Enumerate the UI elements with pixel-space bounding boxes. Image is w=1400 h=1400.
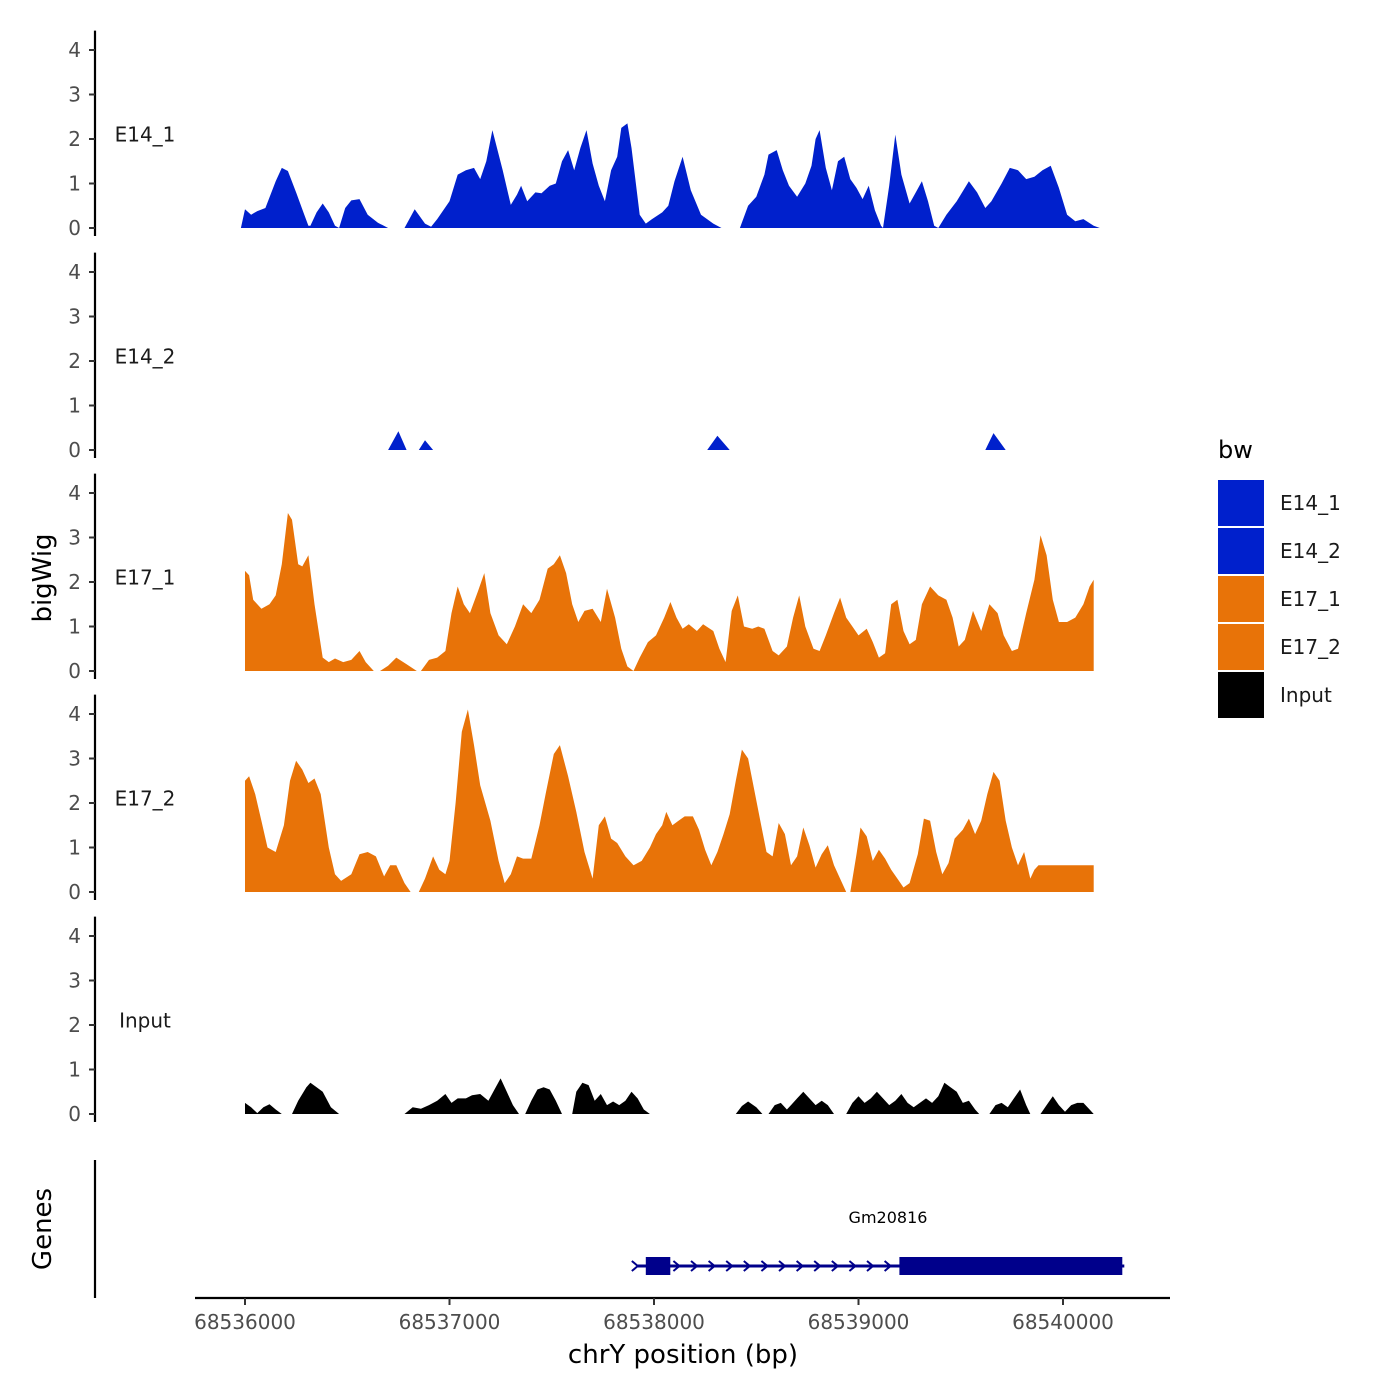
y-tick-label: 0 bbox=[68, 1102, 81, 1126]
track-Input: 0 1 2 3 4 Input bbox=[68, 916, 1094, 1126]
genes-track-label: Genes bbox=[28, 1188, 58, 1270]
strand-chevron bbox=[831, 1260, 840, 1272]
y-tick-label: 1 bbox=[68, 836, 81, 860]
legend-label-E17_1: E17_1 bbox=[1280, 587, 1341, 611]
y-axis-title: bigWig bbox=[28, 533, 58, 622]
y-tick-label: 0 bbox=[68, 438, 81, 462]
tracks-layer: 0 1 2 3 4 E14_1 0 1 2 3 4 E14_2 0 1 2 3 4 E17_1 0 1 2 3 4 E17_2… bbox=[68, 30, 1100, 1126]
track-label: Input bbox=[119, 1009, 171, 1033]
signal-area-E14_2 bbox=[388, 431, 1006, 450]
y-tick-label: 3 bbox=[68, 747, 81, 771]
x-tick-label: 68540000 bbox=[1012, 1310, 1114, 1334]
y-tick-label: 1 bbox=[68, 172, 81, 196]
strand-chevron bbox=[795, 1260, 805, 1272]
strand-chevron bbox=[760, 1260, 769, 1272]
legend-swatch-E17_2 bbox=[1218, 624, 1264, 670]
y-tick-label: 1 bbox=[68, 394, 81, 418]
genes-layer: Genes Gm20816 bbox=[28, 1160, 1125, 1298]
x-tick-label: 68539000 bbox=[808, 1310, 910, 1334]
legend-swatch-E14_2 bbox=[1218, 528, 1264, 574]
legend-label-E14_2: E14_2 bbox=[1280, 539, 1341, 563]
legend-swatch-E14_1 bbox=[1218, 480, 1264, 526]
y-tick-label: 2 bbox=[68, 1013, 81, 1037]
track-label: E14_1 bbox=[115, 123, 176, 147]
x-axis-title: chrY position (bp) bbox=[568, 1340, 798, 1370]
y-tick-label: 4 bbox=[68, 924, 81, 948]
strand-chevron bbox=[725, 1260, 734, 1272]
track-E14_2: 0 1 2 3 4 E14_2 bbox=[68, 252, 1006, 462]
y-tick-label: 4 bbox=[68, 702, 81, 726]
signal-area-E14_1 bbox=[240, 123, 1100, 228]
x-tick-label: 68536000 bbox=[194, 1310, 296, 1334]
signal-area-Input bbox=[245, 1078, 1094, 1114]
track-label: E17_1 bbox=[115, 566, 176, 590]
y-tick-label: 1 bbox=[68, 615, 81, 639]
track-label: E17_2 bbox=[115, 787, 176, 811]
strand-chevron bbox=[883, 1260, 893, 1272]
y-tick-label: 1 bbox=[68, 1058, 81, 1082]
y-tick-label: 3 bbox=[68, 305, 81, 329]
legend-swatch-E17_1 bbox=[1218, 576, 1264, 622]
track-E17_1: 0 1 2 3 4 E17_1 bbox=[68, 473, 1094, 683]
legend-label-E17_2: E17_2 bbox=[1280, 635, 1341, 659]
y-tick-label: 3 bbox=[68, 83, 81, 107]
legend-label-Input: Input bbox=[1280, 683, 1332, 707]
strand-chevron bbox=[631, 1260, 640, 1272]
y-tick-label: 3 bbox=[68, 969, 81, 993]
track-E17_2: 0 1 2 3 4 E17_2 bbox=[68, 694, 1094, 904]
y-tick-label: 4 bbox=[68, 260, 81, 284]
x-tick-label: 68538000 bbox=[603, 1310, 705, 1334]
strand-chevron bbox=[690, 1260, 699, 1272]
gene-exon bbox=[899, 1257, 1123, 1275]
track-label: E14_2 bbox=[115, 345, 176, 369]
signal-area-E17_2 bbox=[245, 709, 1094, 892]
strand-chevron bbox=[707, 1260, 717, 1272]
strand-chevron bbox=[743, 1260, 752, 1272]
gene-name-label: Gm20816 bbox=[849, 1208, 928, 1227]
legend-swatch-Input bbox=[1218, 672, 1264, 718]
y-tick-label: 0 bbox=[68, 659, 81, 683]
legend-label-E14_1: E14_1 bbox=[1280, 491, 1341, 515]
strand-chevron bbox=[813, 1260, 822, 1272]
y-tick-label: 0 bbox=[68, 880, 81, 904]
x-axis: 68536000 68537000 68538000 68539000 68540000 bbox=[194, 1296, 1170, 1334]
y-tick-label: 2 bbox=[68, 349, 81, 373]
track-E14_1: 0 1 2 3 4 E14_1 bbox=[68, 30, 1100, 240]
legend: bw E14_1 E14_2 E17_1 E17_2 Input bbox=[1218, 436, 1341, 718]
strand-chevron bbox=[866, 1260, 875, 1272]
gene-exon bbox=[645, 1257, 671, 1275]
y-tick-label: 2 bbox=[68, 127, 81, 151]
strand-chevron bbox=[848, 1260, 857, 1272]
y-tick-label: 2 bbox=[68, 791, 81, 815]
y-tick-label: 0 bbox=[68, 216, 81, 240]
strand-chevron bbox=[778, 1260, 787, 1272]
x-tick-label: 68537000 bbox=[399, 1310, 501, 1334]
y-tick-label: 2 bbox=[68, 570, 81, 594]
y-tick-label: 4 bbox=[68, 481, 81, 505]
y-tick-label: 3 bbox=[68, 526, 81, 550]
signal-area-E17_1 bbox=[245, 513, 1094, 671]
strand-chevron bbox=[672, 1260, 681, 1272]
legend-title: bw bbox=[1218, 436, 1253, 464]
y-tick-label: 4 bbox=[68, 38, 81, 62]
